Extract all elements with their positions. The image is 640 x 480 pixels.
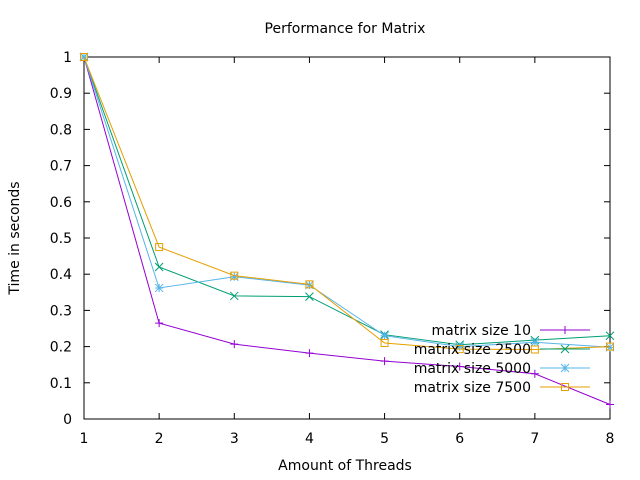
data-point: [455, 345, 464, 354]
chart-title: Performance for Matrix: [265, 21, 426, 37]
legend: matrix size 10 matrix size 2500 matrix siz…: [414, 323, 590, 396]
series-matrix-size-7500: [80, 53, 614, 354]
data-point: [155, 243, 164, 252]
y-tick-label: 0: [63, 412, 72, 428]
y-tick-label: 0.2: [50, 340, 72, 356]
data-point: [455, 362, 464, 371]
data-point: [606, 342, 614, 351]
y-tick-label: 0.6: [50, 195, 72, 211]
legend-label: matrix size 2500: [414, 342, 531, 358]
data-point: [530, 337, 540, 347]
data-point: [380, 331, 389, 341]
series-line: [83, 56, 611, 351]
y-tick-label: 1: [63, 50, 72, 66]
y-tick-label: 0.3: [50, 303, 72, 319]
data-point: [560, 344, 570, 354]
x-tick-label: 4: [305, 431, 314, 447]
series-line: [83, 56, 611, 348]
series-matrix-size-10: [80, 53, 614, 409]
data-point: [154, 283, 164, 293]
data-point: [455, 342, 465, 351]
data-point: [560, 363, 570, 373]
y-tick-label: 0.7: [50, 159, 72, 175]
data-point: [229, 272, 239, 282]
data-point: [305, 349, 314, 358]
legend-label: matrix size 10: [432, 323, 532, 339]
data-point: [230, 271, 239, 280]
series-matrix-size-2500: [79, 52, 615, 350]
x-tick-label: 8: [606, 431, 615, 447]
x-tick-label: 2: [155, 431, 164, 447]
y-tick-label: 0.1: [50, 376, 72, 392]
data-point: [561, 383, 569, 391]
data-point: [530, 345, 539, 354]
y-axis-title: Time in seconds: [7, 181, 23, 295]
y-tick-label: 0.5: [50, 231, 72, 247]
data-point: [230, 340, 239, 349]
x-tick-label: 6: [455, 431, 464, 447]
data-point: [80, 53, 88, 61]
data-point: [605, 342, 615, 352]
y-tick-label: 0.4: [50, 267, 72, 283]
plot-frame: [83, 56, 611, 420]
y-tick-label: 0.8: [50, 122, 72, 138]
data-point: [561, 326, 569, 334]
data-point: [305, 292, 314, 301]
data-point: [305, 280, 314, 289]
data-point: [380, 338, 389, 347]
data-point: [155, 319, 164, 328]
data-point: [530, 369, 539, 378]
legend-label: matrix size 5000: [414, 361, 531, 377]
axis-ticks: 1 2 3 4 5 6 7 8 0 0.1 0.2 0.3 0.4 0.5 0.6 0.7 0.8 0.9 1: [50, 50, 615, 447]
data-point: [606, 400, 614, 409]
x-tick-label: 5: [380, 431, 389, 447]
x-tick-label: 3: [230, 431, 239, 447]
series-line: [83, 56, 611, 405]
data-point: [154, 262, 164, 272]
data-point: [380, 357, 389, 366]
series-line: [83, 56, 611, 346]
x-tick-label: 1: [80, 431, 89, 447]
legend-label: matrix size 7500: [414, 380, 531, 396]
y-tick-label: 0.9: [50, 86, 72, 102]
series-lines: [79, 52, 615, 409]
data-point: [605, 331, 615, 341]
data-point: [305, 280, 314, 290]
data-point: [229, 291, 239, 301]
series-matrix-size-5000: [79, 52, 615, 352]
x-tick-label: 7: [530, 431, 539, 447]
x-axis-title: Amount of Threads: [278, 458, 412, 474]
